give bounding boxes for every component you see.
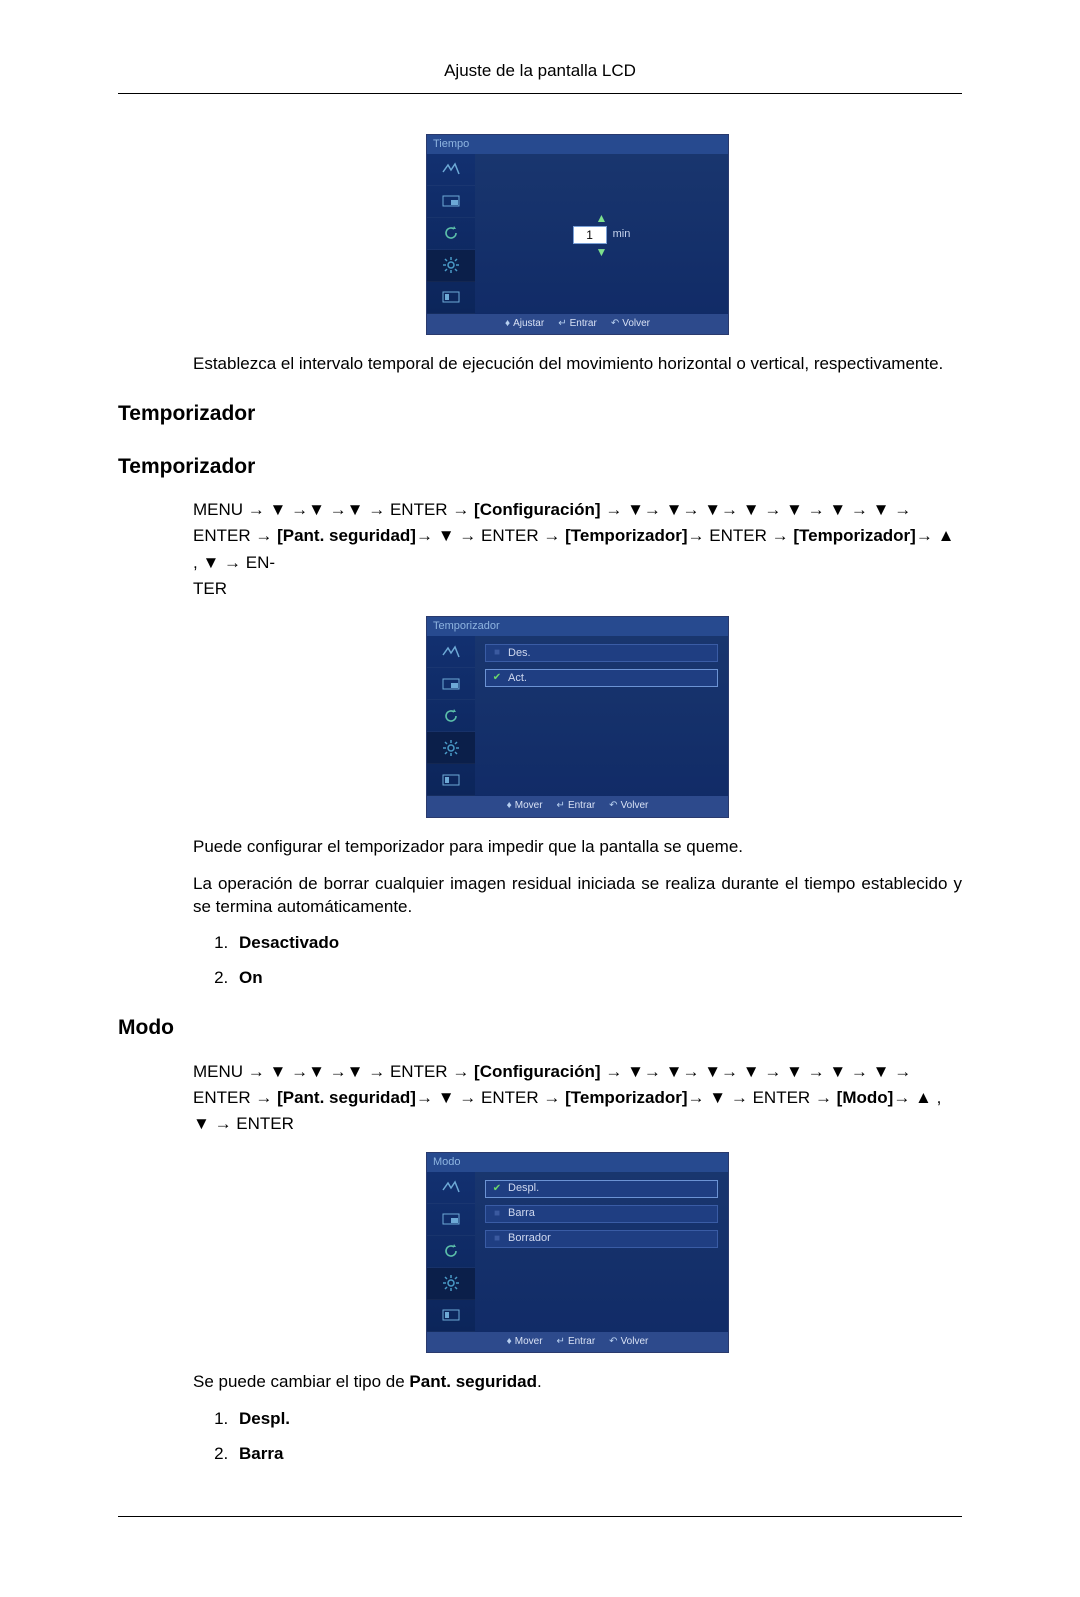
footer-right: Volver bbox=[622, 317, 650, 331]
input-icon bbox=[427, 1172, 475, 1204]
footer-right: Volver bbox=[621, 799, 649, 813]
footer-left: Mover bbox=[515, 799, 543, 813]
reload-icon bbox=[427, 700, 475, 732]
input-icon bbox=[427, 636, 475, 668]
updown-icon: ♦ bbox=[505, 317, 510, 331]
osd-footer: ♦Mover ↵Entrar ↶ Volver bbox=[427, 1332, 728, 1353]
updown-icon: ♦ bbox=[507, 1335, 512, 1349]
osd-option-row: ■ Des. bbox=[485, 644, 718, 662]
check-off-icon: ■ bbox=[492, 1234, 502, 1244]
osd-option-row: ✔ Despl. bbox=[485, 1180, 718, 1198]
footer-mid: Entrar bbox=[568, 1335, 595, 1349]
return-icon: ↶ bbox=[609, 799, 617, 813]
pip-icon bbox=[427, 1204, 475, 1236]
osd-sidebar bbox=[427, 1172, 475, 1332]
list-item: Despl. bbox=[233, 1408, 962, 1431]
footer-left: Ajustar bbox=[513, 317, 544, 331]
enter-icon: ↵ bbox=[557, 799, 565, 813]
footer-mid: Entrar bbox=[570, 317, 597, 331]
osd-option-label: Act. bbox=[508, 671, 527, 686]
list-item: Desactivado bbox=[233, 932, 962, 955]
gear-icon bbox=[427, 1268, 475, 1300]
osd-option-row: ✔ Act. bbox=[485, 669, 718, 687]
enter-icon: ↵ bbox=[557, 1335, 565, 1349]
heading-temporizador-2: Temporizador bbox=[118, 453, 962, 481]
nav-modo: MENU → ▼ →▼ →▼ → ENTER → [Configuración]… bbox=[193, 1059, 962, 1138]
osd-tiempo: Tiempo ▲ 1 min ▼ ♦Ajus bbox=[426, 134, 729, 335]
temporizador-p1: Puede configurar el temporizador para im… bbox=[193, 836, 962, 859]
list-item: On bbox=[233, 967, 962, 990]
osd-modo-title: Modo bbox=[427, 1153, 728, 1172]
osd-temporizador-title: Temporizador bbox=[427, 617, 728, 636]
reload-icon bbox=[427, 1236, 475, 1268]
heading-temporizador-1: Temporizador bbox=[118, 400, 962, 428]
misc-icon bbox=[427, 764, 475, 796]
osd-tiempo-title: Tiempo bbox=[427, 135, 728, 154]
modo-p1: Se puede cambiar el tipo de Pant. seguri… bbox=[193, 1371, 962, 1394]
spinner-down-icon: ▼ bbox=[596, 246, 608, 258]
page-footer-rule bbox=[118, 1516, 962, 1517]
check-off-icon: ■ bbox=[492, 648, 502, 658]
osd-footer: ♦Mover ↵Entrar ↶ Volver bbox=[427, 796, 728, 817]
spinner-value: 1 bbox=[573, 226, 607, 244]
check-off-icon: ■ bbox=[492, 1209, 502, 1219]
osd-modo: Modo ✔ Despl. ■ Barra ■ Borrador ♦Mover ↵Entr… bbox=[426, 1152, 729, 1353]
osd-sidebar bbox=[427, 636, 475, 796]
heading-modo: Modo bbox=[118, 1014, 962, 1042]
misc-icon bbox=[427, 1300, 475, 1332]
gear-icon bbox=[427, 250, 475, 282]
page-title: Ajuste de la pantalla LCD bbox=[444, 61, 636, 80]
osd-option-label: Des. bbox=[508, 646, 531, 661]
modo-list: Despl. Barra bbox=[213, 1408, 962, 1466]
spinner-up-icon: ▲ bbox=[596, 212, 608, 224]
pip-icon bbox=[427, 186, 475, 218]
misc-icon bbox=[427, 282, 475, 314]
gear-icon bbox=[427, 732, 475, 764]
osd-option-row: ■ Barra bbox=[485, 1205, 718, 1223]
return-icon: ↶ bbox=[609, 1335, 617, 1349]
footer-left: Mover bbox=[515, 1335, 543, 1349]
osd-sidebar bbox=[427, 154, 475, 314]
input-icon bbox=[427, 154, 475, 186]
pip-icon bbox=[427, 668, 475, 700]
return-icon: ↶ bbox=[611, 317, 619, 331]
temporizador-p2: La operación de borrar cualquier imagen … bbox=[193, 873, 962, 919]
osd-temporizador: Temporizador ■ Des. ✔ Act. ♦Mover ↵Entrar ↶… bbox=[426, 616, 729, 817]
page-header: Ajuste de la pantalla LCD bbox=[118, 60, 962, 94]
footer-mid: Entrar bbox=[568, 799, 595, 813]
osd-footer: ♦Ajustar ↵ Entrar ↶Volver bbox=[427, 314, 728, 335]
updown-icon: ♦ bbox=[507, 799, 512, 813]
nav-temporizador: MENU → ▼ →▼ →▼ → ENTER → [Configuración]… bbox=[193, 497, 962, 602]
osd-option-label: Borrador bbox=[508, 1231, 551, 1246]
check-on-icon: ✔ bbox=[492, 1184, 502, 1194]
osd-option-label: Despl. bbox=[508, 1181, 539, 1196]
osd-option-label: Barra bbox=[508, 1206, 535, 1221]
footer-right: Volver bbox=[621, 1335, 649, 1349]
check-on-icon: ✔ bbox=[492, 673, 502, 683]
osd-option-row: ■ Borrador bbox=[485, 1230, 718, 1248]
list-item: Barra bbox=[233, 1443, 962, 1466]
temporizador-list: Desactivado On bbox=[213, 932, 962, 990]
tiempo-caption: Establezca el intervalo temporal de ejec… bbox=[193, 353, 962, 376]
spinner-unit: min bbox=[613, 227, 631, 242]
reload-icon bbox=[427, 218, 475, 250]
enter-icon: ↵ bbox=[558, 317, 566, 331]
